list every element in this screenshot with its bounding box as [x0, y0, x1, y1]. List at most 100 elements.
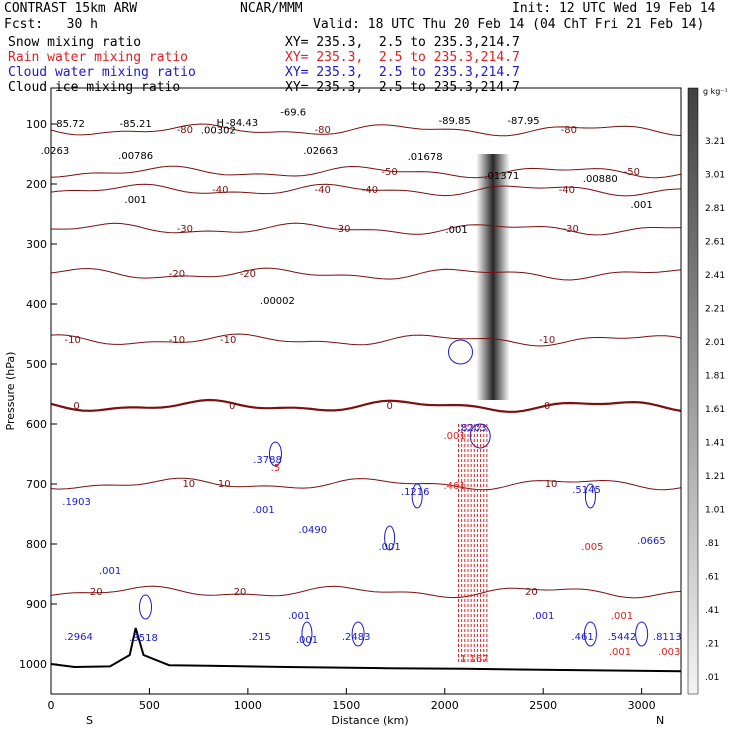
isotherm-label: 0	[386, 401, 392, 412]
contour-value-label: 1.167	[460, 654, 489, 665]
contour-value-label: .001	[378, 542, 400, 553]
isotherm-label: -30	[177, 224, 193, 235]
contour-value-label: .001	[296, 635, 318, 646]
contour-value-label: -69.6	[280, 108, 306, 119]
colorbar-label: 3.21	[705, 137, 725, 147]
contour-value-label: .001	[99, 566, 121, 577]
colorbar-label: 1.21	[705, 472, 725, 482]
model-title: CONTRAST 15km ARW	[4, 1, 138, 16]
contour-value-label: .5442	[608, 632, 637, 643]
x-tick-label: 500	[139, 699, 160, 712]
contour-value-label: .8113	[653, 632, 682, 643]
isotherm-line	[51, 477, 681, 491]
cloud-water-contour	[351, 621, 365, 647]
y-tick-label: 1000	[19, 658, 47, 671]
isotherm-label: -40	[315, 185, 331, 196]
cloud-water-contour	[268, 441, 282, 467]
contour-value-label: .001	[630, 200, 652, 211]
x-tick-label: 2500	[529, 699, 557, 712]
colorbar-unit: g kg⁻¹	[703, 87, 728, 96]
contour-value-label: .1216	[401, 487, 430, 498]
contour-value-label: .00302	[201, 126, 236, 137]
contour-value-label: -85.21	[120, 119, 152, 130]
contour-value-label: .005	[581, 542, 603, 553]
contour-value-label: .01371	[484, 171, 519, 182]
contour-value-label: -84.43	[226, 118, 258, 129]
isotherm-label: -30	[334, 224, 350, 235]
isotherm-line	[51, 398, 681, 413]
isotherm-line	[51, 585, 681, 599]
x-tick-label: 0	[48, 699, 55, 712]
contour-value-label: .003	[658, 647, 680, 658]
isotherm-label: -20	[240, 269, 256, 280]
plot-frame	[50, 87, 682, 695]
contour-value-label: .001	[609, 647, 631, 658]
y-tick-label: 200	[26, 178, 47, 191]
contour-value-label: .02663	[303, 146, 338, 157]
contour-value-label: .0490	[299, 525, 328, 536]
contour-value-label: .5145	[572, 485, 601, 496]
x-tick-label: 3000	[628, 699, 656, 712]
colorbar-label: 1.01	[705, 506, 725, 516]
legend-rain-xy: XY= 235.3, 2.5 to 235.3,214.7	[285, 50, 520, 65]
contour-value-label: .2483	[342, 632, 371, 643]
contour-value-label: -89.85	[438, 116, 470, 127]
colorbar-label: 2.21	[705, 305, 725, 315]
isotherm-label: -10	[220, 335, 236, 346]
contour-value-label: .001	[532, 611, 554, 622]
isotherm-line	[51, 183, 681, 197]
contour-value-label: .001	[125, 195, 147, 206]
isotherm-label: -10	[539, 335, 555, 346]
isotherm-label: -10	[64, 335, 80, 346]
contour-value-label: .215	[249, 632, 271, 643]
x-tick-label: 1500	[332, 699, 360, 712]
isotherm-label: -40	[362, 185, 378, 196]
contour-value-label: -85.72	[53, 119, 85, 130]
contour-value-label: .3518	[129, 633, 158, 644]
contour-value-label: .01678	[408, 152, 443, 163]
init-time: Init: 12 UTC Wed 19 Feb 14	[512, 1, 716, 16]
contour-value-label: .001	[445, 225, 467, 236]
isotherm-label: 10	[218, 479, 231, 490]
isotherm-label: -50	[381, 167, 397, 178]
isotherm-label: 0	[73, 401, 79, 412]
isotherm-label: 10	[545, 479, 558, 490]
contour-value-label: .00880	[583, 174, 618, 185]
y-tick-label: 300	[26, 238, 47, 251]
contour-value-label: .461	[571, 632, 593, 643]
forecast-hour: Fcst: 30 h	[4, 17, 98, 32]
isotherm-label: 20	[525, 587, 538, 598]
isotherm-line	[51, 222, 681, 236]
isotherm-label: -80	[315, 125, 331, 136]
isotherm-label: 20	[90, 587, 103, 598]
cloud-water-contour	[384, 525, 396, 551]
legend-snow-xy: XY= 235.3, 2.5 to 235.3,214.7	[285, 35, 520, 50]
y-tick-label: 100	[26, 118, 47, 131]
colorbar-label: 2.41	[705, 271, 725, 281]
colorbar-label: .81	[705, 539, 719, 549]
isotherm-label: -50	[624, 167, 640, 178]
cloud-water-contour	[584, 483, 596, 509]
colorbar	[687, 87, 699, 695]
contour-value-label: .00002	[260, 296, 295, 307]
valid-time: Valid: 18 UTC Thu 20 Feb 14 (04 ChT Fri …	[313, 17, 705, 32]
x-axis-south-label: S	[86, 714, 93, 727]
isotherm-line	[51, 123, 681, 137]
contour-value-label: .001	[443, 431, 465, 442]
isotherm-line	[51, 267, 681, 281]
legend-rain-label: Rain water mixing ratio	[8, 50, 189, 65]
contour-value-label: .00786	[118, 151, 153, 162]
colorbar-label: 1.81	[705, 372, 725, 382]
colorbar-label: .61	[705, 573, 719, 583]
isotherm-label: -40	[212, 185, 228, 196]
contour-value-label: .0263	[41, 146, 70, 157]
y-tick-label: 900	[26, 598, 47, 611]
colorbar-label: 1.41	[705, 439, 725, 449]
contour-value-label: .8203	[458, 423, 487, 434]
cloud-water-contour	[411, 483, 423, 509]
isotherm-label: 0	[229, 401, 235, 412]
x-tick-label: 2000	[431, 699, 459, 712]
contour-value-label: .2964	[64, 632, 93, 643]
contour-value-label: .0665	[637, 536, 666, 547]
